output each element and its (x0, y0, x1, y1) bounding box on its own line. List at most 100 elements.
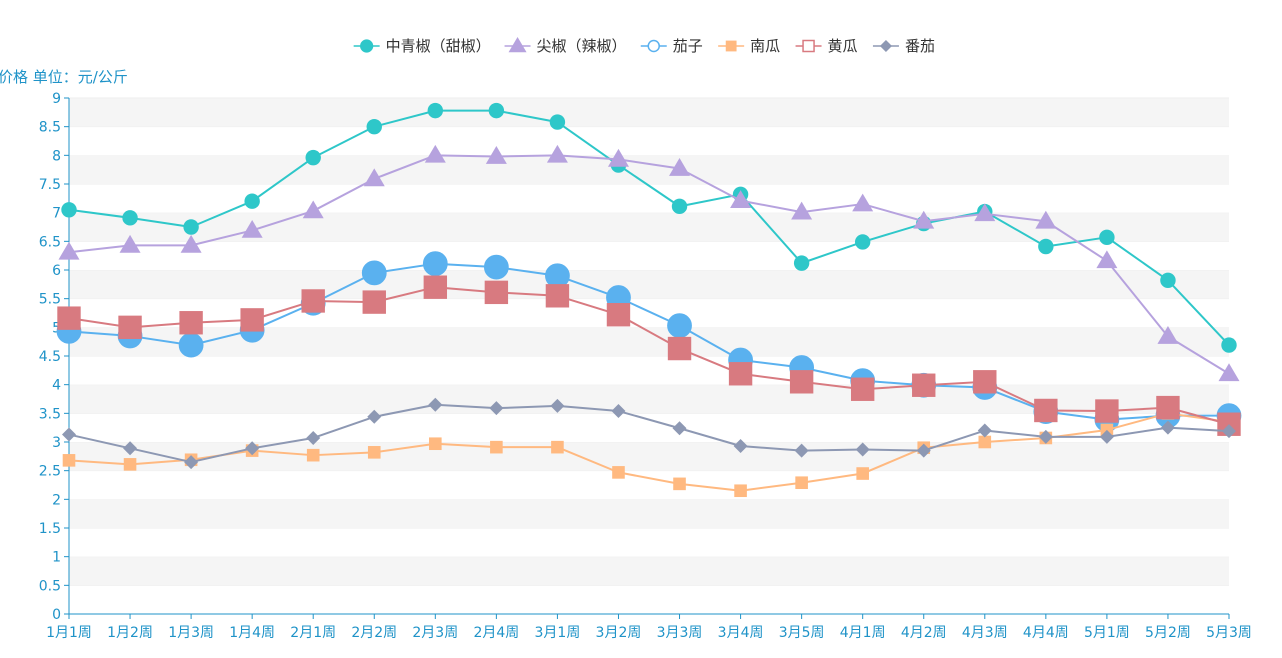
data-point[interactable] (423, 275, 448, 299)
data-point[interactable] (422, 251, 448, 277)
data-point[interactable] (852, 193, 874, 212)
data-point[interactable] (429, 437, 442, 451)
data-point[interactable] (1218, 363, 1240, 382)
data-point[interactable] (1222, 424, 1236, 439)
data-point[interactable] (667, 336, 692, 361)
data-point[interactable] (850, 377, 875, 401)
data-point[interactable] (301, 289, 325, 313)
data-point[interactable] (606, 303, 631, 327)
data-point[interactable] (611, 404, 626, 419)
data-point[interactable] (244, 193, 260, 209)
data-point[interactable] (612, 466, 625, 479)
data-point[interactable] (240, 308, 264, 332)
data-point[interactable] (1099, 229, 1115, 246)
data-point[interactable] (791, 201, 813, 220)
data-point[interactable] (733, 439, 748, 454)
data-point[interactable] (62, 427, 76, 442)
data-point[interactable] (855, 442, 870, 457)
data-point[interactable] (1221, 337, 1237, 353)
legend-item[interactable]: 番茄 (872, 37, 935, 55)
data-point[interactable] (974, 203, 996, 222)
data-point[interactable] (245, 441, 260, 456)
data-point[interactable] (489, 401, 504, 416)
data-point[interactable] (305, 149, 321, 166)
data-point[interactable] (57, 306, 81, 330)
data-point[interactable] (1038, 238, 1054, 255)
data-point[interactable] (551, 440, 564, 454)
data-point[interactable] (361, 260, 387, 286)
data-point[interactable] (545, 263, 570, 289)
data-point[interactable] (123, 458, 137, 471)
data-point[interactable] (1099, 429, 1114, 444)
data-point[interactable] (62, 454, 76, 467)
data-point[interactable] (362, 290, 386, 314)
data-point[interactable] (363, 168, 385, 187)
data-point[interactable] (1160, 272, 1176, 289)
data-point[interactable] (1160, 420, 1175, 435)
data-point[interactable] (484, 280, 509, 305)
data-point[interactable] (119, 234, 141, 253)
data-point[interactable] (306, 448, 320, 462)
series-line[interactable] (68, 109, 1230, 346)
series-line[interactable] (68, 154, 1230, 375)
data-point[interactable] (61, 202, 77, 218)
data-point[interactable] (302, 200, 324, 219)
data-point[interactable] (367, 409, 382, 424)
data-point[interactable] (488, 102, 505, 119)
data-point[interactable] (913, 210, 935, 229)
data-point[interactable] (730, 190, 752, 208)
data-point[interactable] (180, 234, 202, 253)
data-point[interactable] (789, 370, 814, 394)
data-point[interactable] (427, 102, 444, 119)
data-point[interactable] (179, 311, 203, 335)
legend[interactable]: 中青椒（甜椒） 尖椒（辣椒） 茄子 南瓜 黄瓜 番茄 (353, 37, 935, 55)
legend-item[interactable]: 尖椒（辣椒） (504, 37, 627, 55)
legend-item[interactable]: 中青椒（甜椒） (353, 37, 491, 55)
data-point[interactable] (550, 398, 565, 413)
data-point[interactable] (178, 332, 204, 358)
data-point[interactable] (734, 484, 747, 498)
series-line[interactable] (68, 412, 1230, 492)
data-point[interactable] (123, 441, 138, 456)
legend-item[interactable]: 南瓜 (718, 37, 780, 55)
data-point[interactable] (912, 373, 936, 397)
data-point[interactable] (122, 210, 138, 226)
data-point[interactable] (973, 370, 997, 394)
data-point[interactable] (1038, 429, 1053, 444)
data-point[interactable] (184, 455, 199, 470)
series-line[interactable] (68, 403, 1230, 464)
data-point[interactable] (367, 446, 381, 459)
data-point[interactable] (728, 362, 753, 386)
data-point[interactable] (667, 313, 692, 339)
legend-item[interactable]: 茄子 (640, 37, 703, 55)
data-point[interactable] (673, 477, 686, 491)
data-point[interactable] (1034, 398, 1058, 423)
data-point[interactable] (607, 148, 629, 167)
data-point[interactable] (854, 234, 871, 250)
data-point[interactable] (1095, 399, 1119, 423)
data-point[interactable] (672, 421, 687, 436)
data-point[interactable] (485, 145, 507, 164)
data-point[interactable] (183, 219, 199, 235)
data-point[interactable] (669, 158, 691, 176)
data-point[interactable] (794, 443, 809, 458)
data-point[interactable] (306, 430, 321, 445)
data-point[interactable] (424, 144, 446, 163)
data-point[interactable] (916, 443, 931, 458)
data-point[interactable] (1157, 326, 1179, 344)
data-point[interactable] (483, 254, 509, 280)
data-point[interactable] (366, 118, 382, 135)
data-point[interactable] (118, 315, 142, 340)
data-point[interactable] (978, 435, 992, 449)
data-point[interactable] (428, 397, 443, 412)
data-point[interactable] (977, 423, 992, 438)
data-point[interactable] (546, 144, 568, 163)
data-point[interactable] (671, 198, 688, 215)
data-point[interactable] (793, 255, 810, 271)
data-point[interactable] (58, 241, 80, 260)
data-point[interactable] (1156, 395, 1180, 420)
data-point[interactable] (795, 476, 808, 490)
data-point[interactable] (545, 284, 570, 308)
data-point[interactable] (1096, 250, 1118, 269)
data-point[interactable] (490, 440, 503, 454)
